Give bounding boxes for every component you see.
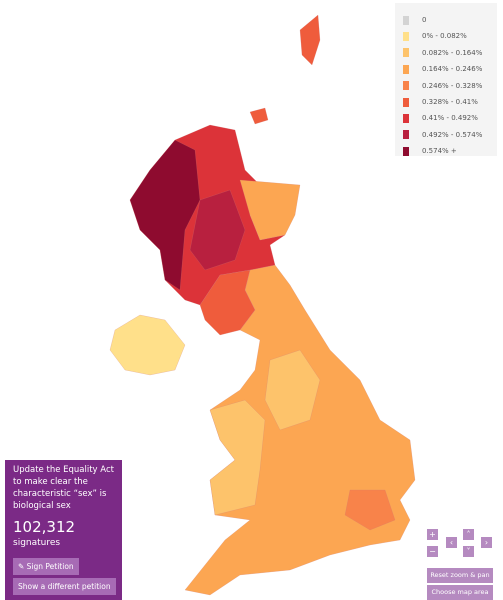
pan-up[interactable]: ˄ (463, 529, 474, 540)
pan-right[interactable]: › (481, 537, 492, 548)
other-petition-button[interactable]: Show a different petition (13, 578, 116, 595)
legend-label: 0.164% - 0.246% (422, 65, 483, 74)
choose-area-button[interactable]: Choose map area (427, 585, 493, 600)
region (299, 14, 321, 66)
legend-swatch (403, 97, 409, 107)
legend: 0 0% - 0.082% 0.082% - 0.164% 0.164% - 0.24… (395, 3, 497, 156)
legend-label: 0.574% + (422, 147, 457, 156)
legend-label: 0.41% - 0.492% (422, 114, 478, 123)
region (239, 179, 301, 241)
region (129, 139, 201, 291)
legend-swatch (403, 15, 409, 25)
legend-item: 0.574% + (403, 144, 457, 158)
sign-button-label: Sign Petition (26, 562, 74, 571)
legend-swatch (403, 113, 409, 123)
sign-button[interactable]: ✎ Sign Petition (13, 558, 79, 575)
legend-swatch (403, 146, 409, 156)
region (109, 314, 186, 376)
region (264, 349, 321, 431)
legend-swatch (403, 81, 409, 91)
legend-item: 0.328% - 0.41% (403, 95, 478, 109)
legend-item: 0.41% - 0.492% (403, 111, 478, 125)
legend-label: 0 (422, 16, 427, 24)
region (189, 189, 246, 271)
legend-label: 0.328% - 0.41% (422, 98, 478, 106)
legend-label: 0.082% - 0.164% (422, 48, 483, 57)
legend-item: 0.492% - 0.574% (403, 128, 482, 142)
legend-item: 0% - 0.082% (403, 29, 467, 43)
legend-label: 0% - 0.082% (422, 32, 467, 41)
legend-swatch (403, 31, 409, 41)
reset-button[interactable]: Reset zoom & pan (427, 568, 493, 583)
pan-left[interactable]: ‹ (446, 537, 457, 548)
region (209, 399, 266, 516)
legend-swatch (403, 130, 409, 140)
signature-count: 102,312 (13, 518, 76, 536)
legend-item: 0 (403, 13, 426, 27)
legend-label: 0.492% - 0.574% (422, 130, 483, 139)
region (344, 489, 396, 531)
region (249, 107, 269, 125)
zoom-in[interactable]: + (427, 529, 438, 540)
legend-swatch (403, 64, 409, 74)
pan-down[interactable]: ˅ (463, 546, 474, 557)
legend-swatch (403, 48, 409, 58)
legend-item: 0.082% - 0.164% (403, 46, 482, 60)
petition-title: Update the Equality Act to make clear th… (13, 465, 114, 511)
regions (109, 14, 416, 596)
legend-item: 0.164% - 0.246% (403, 62, 482, 76)
legend-label: 0.246% - 0.328% (422, 81, 483, 90)
zoom-out[interactable]: − (427, 546, 438, 557)
legend-item: 0.246% - 0.328% (403, 79, 482, 93)
signature-label: signatures (13, 538, 61, 548)
petition-panel: Update the Equality Act to make clear th… (5, 460, 122, 600)
